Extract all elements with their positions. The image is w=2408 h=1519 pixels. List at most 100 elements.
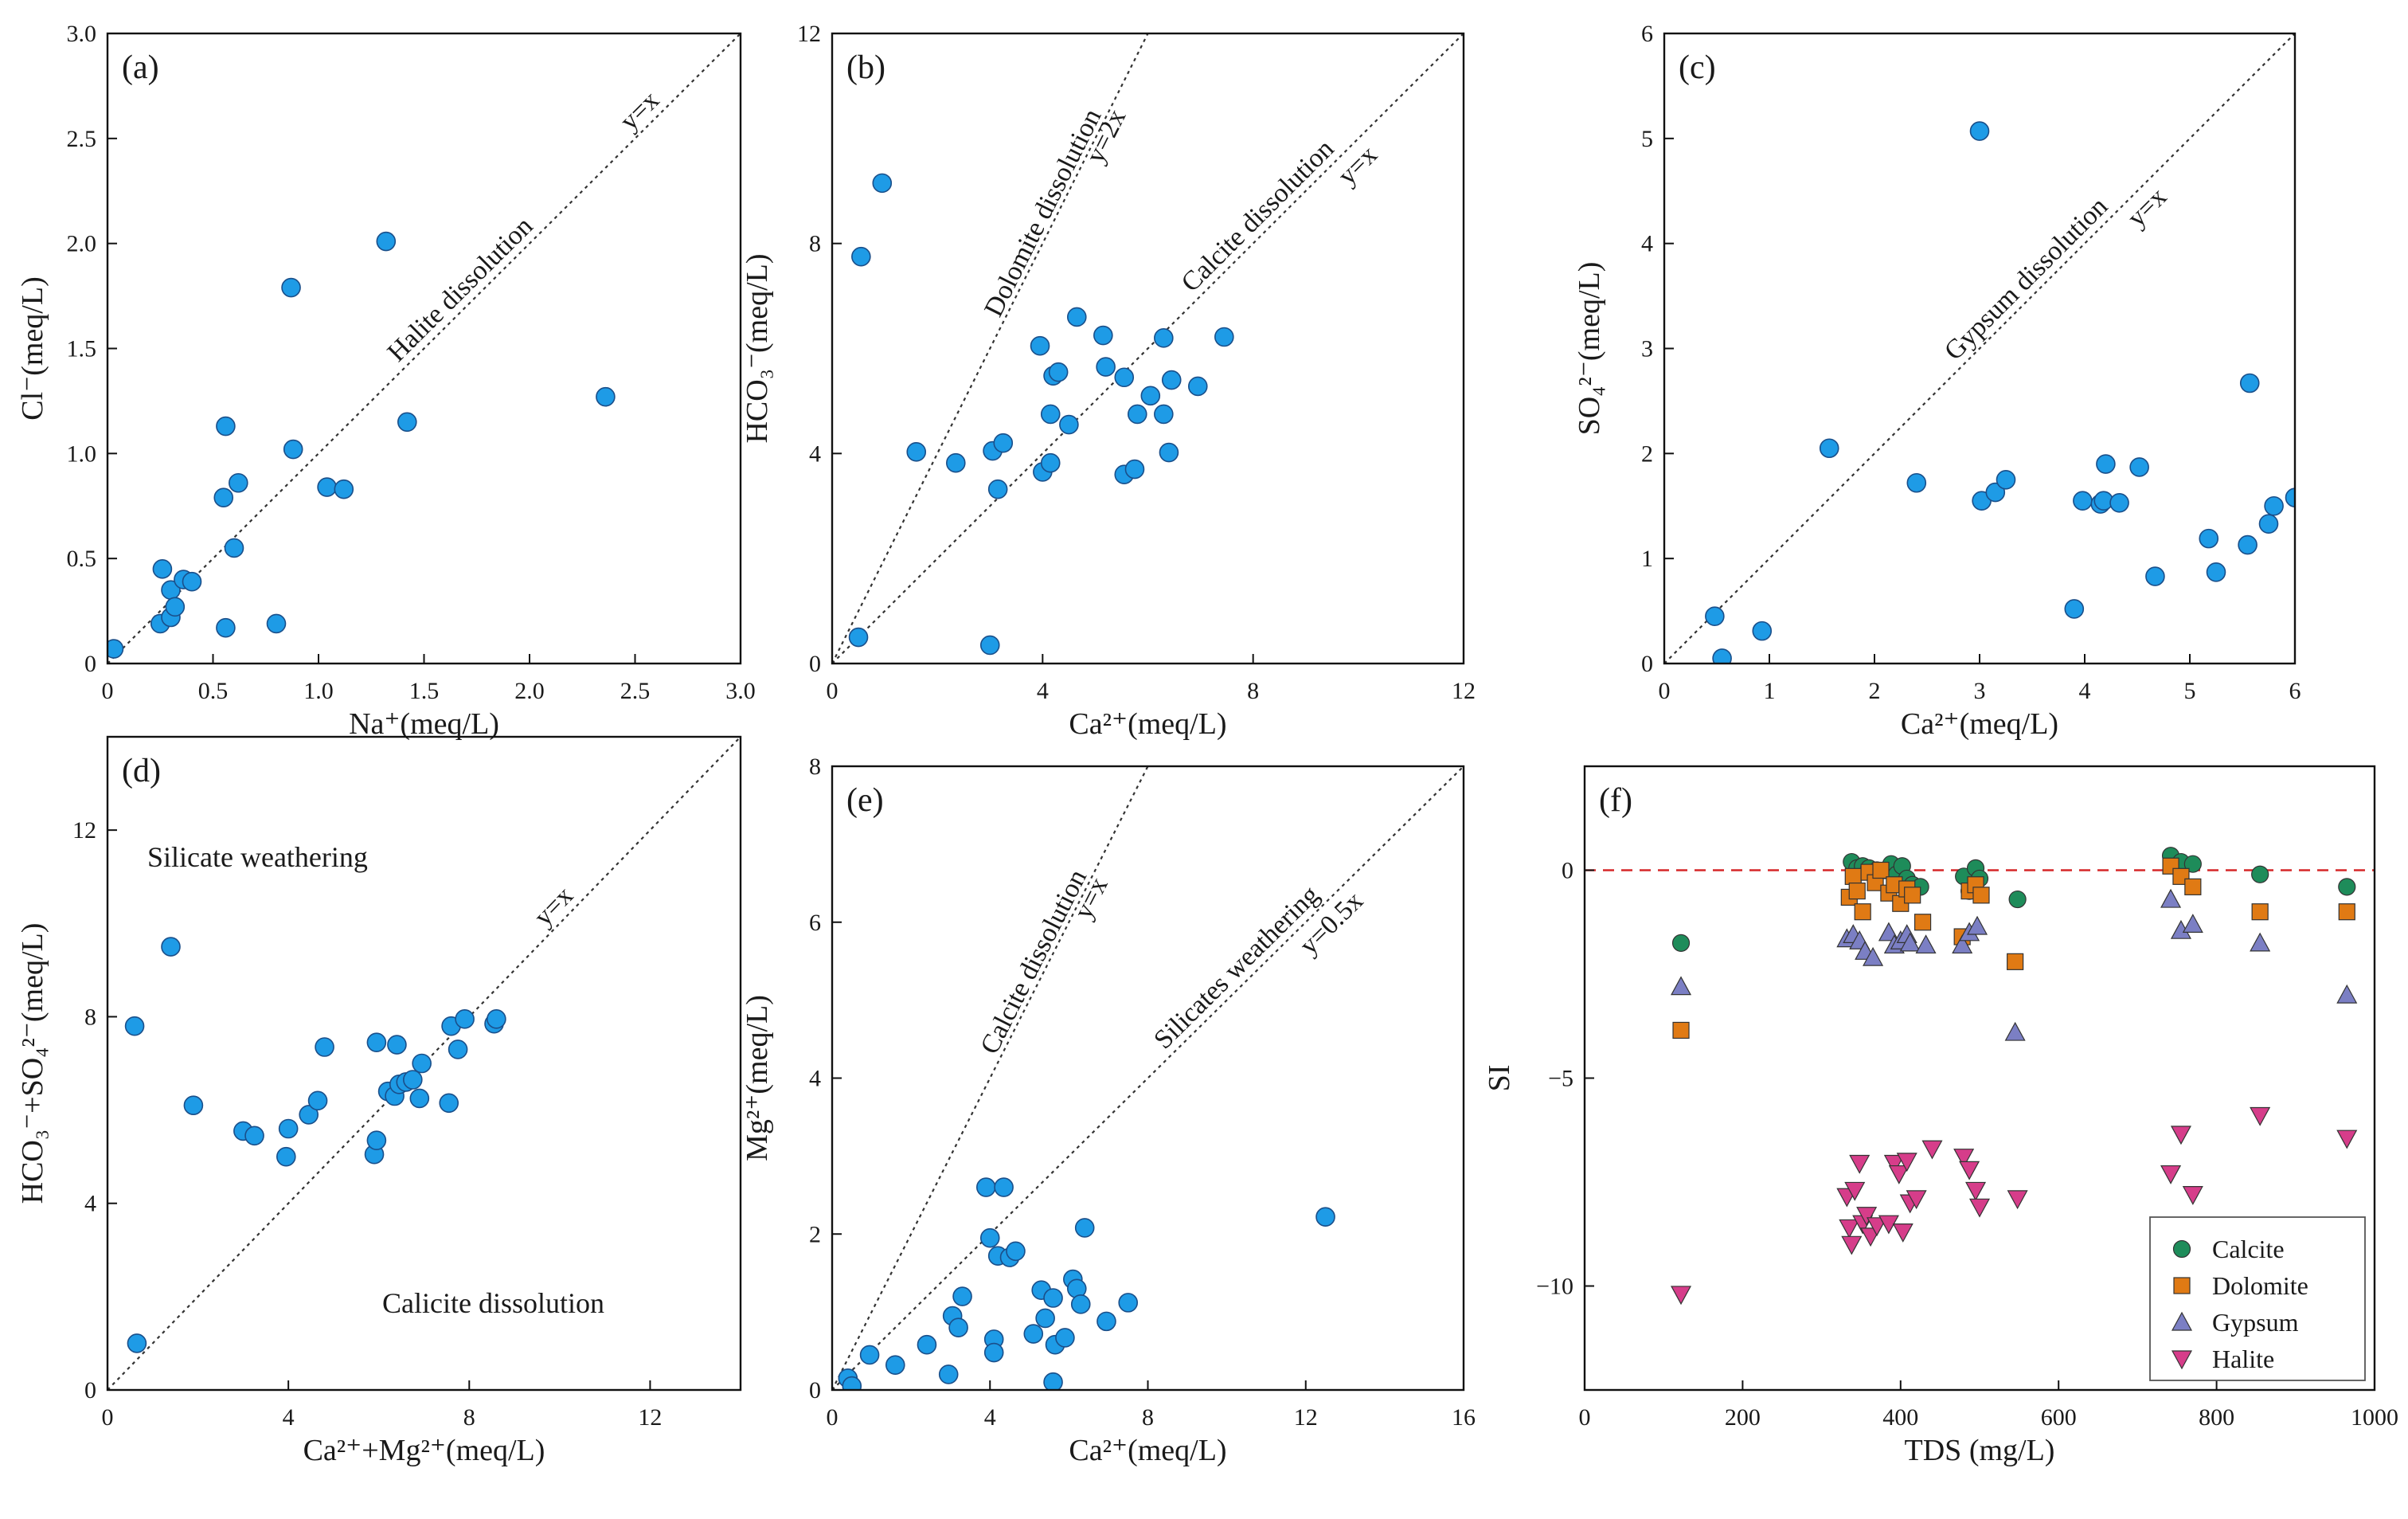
x-tick-label: 5 <box>2184 678 2196 704</box>
y-tick-label: 1 <box>1641 546 1653 572</box>
data-point <box>1140 386 1161 406</box>
halite-point <box>1965 1181 1987 1201</box>
data-point <box>1752 621 1773 641</box>
data-point <box>1114 367 1135 388</box>
x-tick-label: 1 <box>1764 678 1776 704</box>
legend-marker-halite <box>2171 1350 2193 1370</box>
data-point <box>127 1333 147 1353</box>
data-point <box>1819 438 1839 459</box>
y-tick-label: 8 <box>84 1004 96 1030</box>
ref-label-y-equals-x: y=x <box>2121 182 2172 233</box>
data-point <box>387 1035 407 1055</box>
y-tick-label: 4 <box>84 1191 96 1217</box>
data-point <box>1705 606 1725 626</box>
y-tick-label: 3 <box>1641 336 1653 362</box>
x-tick-label: 1.0 <box>303 678 334 704</box>
data-point <box>2145 566 2165 586</box>
x-tick-label: 0 <box>1659 678 1671 704</box>
legend-marker-dolomite <box>2173 1277 2191 1294</box>
halite-point <box>1896 1153 1917 1173</box>
halite-point <box>2170 1126 2191 1145</box>
data-point <box>228 472 248 493</box>
data-point <box>397 412 417 433</box>
calcite-point <box>2251 865 2269 883</box>
x-tick-label: 400 <box>1882 1404 1918 1431</box>
data-point <box>165 597 186 617</box>
x-axis-label: Ca²⁺(meq/L) <box>1069 707 1226 741</box>
data-point <box>161 937 181 957</box>
x-tick-label: 2.5 <box>620 678 651 704</box>
data-point <box>1124 459 1145 480</box>
data-point <box>213 487 234 508</box>
data-point <box>2096 454 2116 474</box>
gypsum-point <box>1967 915 1988 935</box>
halite-dissolution-annotation: Halite dissolution <box>382 211 539 367</box>
x-tick-label: 4 <box>1037 678 1049 704</box>
data-point <box>1074 1218 1095 1238</box>
x-tick-label: 4 <box>2079 678 2091 704</box>
halite-point <box>1883 1154 1905 1174</box>
y-tick-label: 8 <box>809 754 821 780</box>
data-point <box>2073 491 2093 511</box>
x-tick-label: 2 <box>1869 678 1881 704</box>
data-point <box>1096 1311 1116 1332</box>
data-point <box>859 1345 880 1365</box>
data-point <box>1154 328 1174 348</box>
data-point <box>1127 404 1147 425</box>
data-point <box>2064 599 2085 619</box>
gypsum-dissolution-annotation: Gypsum dissolution <box>1939 192 2113 366</box>
data-point <box>979 1227 1000 1248</box>
data-point <box>596 386 616 407</box>
halite-point <box>1888 1165 1910 1184</box>
gypsum-point <box>1899 932 1921 952</box>
silicates-weathering-annotation: Silicates weathering <box>1148 880 1325 1055</box>
x-tick-label: 200 <box>1725 1404 1761 1431</box>
gypsum-point <box>1863 946 1884 966</box>
data-point <box>2264 495 2284 516</box>
calcite-dissolution-annotation: Calcite dissolution <box>975 865 1093 1059</box>
x-tick-label: 800 <box>2199 1404 2234 1431</box>
gypsum-point <box>2004 1021 2026 1041</box>
y-tick-label: 0 <box>1562 858 1573 884</box>
data-point <box>278 1118 299 1139</box>
data-point <box>266 613 287 634</box>
dolomite-point <box>1848 882 1866 900</box>
y-tick-label: 6 <box>809 910 821 936</box>
reference-line-yx <box>108 737 741 1390</box>
data-point <box>952 1286 972 1306</box>
halite-point <box>1856 1207 1878 1227</box>
dolomite-point <box>2007 953 2024 970</box>
x-tick-label: 3.0 <box>725 678 756 704</box>
x-tick-label: 4 <box>984 1404 996 1431</box>
data-point <box>317 477 337 497</box>
y-tick-label: 5 <box>1641 126 1653 152</box>
plot-area <box>108 33 741 664</box>
y-axis-label: Mg²⁺(meq/L) <box>741 995 774 1161</box>
y-tick-label: 4 <box>809 1066 821 1092</box>
reference-line-yx <box>108 33 741 664</box>
y-axis-label: HCO₃⁻(meq/L) <box>741 253 774 443</box>
x-tick-label: 0.5 <box>198 678 229 704</box>
legend-label-calcite: Calcite <box>2212 1235 2285 1263</box>
y-tick-label: 2.5 <box>67 126 97 152</box>
data-point <box>1969 121 1990 141</box>
panel-label: (a) <box>122 49 159 86</box>
data-point <box>1043 1372 1063 1390</box>
data-point <box>283 439 303 460</box>
y-tick-label: 12 <box>72 817 96 844</box>
halite-point <box>1921 1140 1943 1160</box>
halite-point <box>2007 1190 2028 1210</box>
halite-point <box>1953 1149 1975 1168</box>
data-point <box>885 1355 905 1375</box>
legend-label-halite: Halite <box>2212 1345 2274 1373</box>
x-axis-label: Ca²⁺(meq/L) <box>1901 707 2058 741</box>
x-tick-label: 0 <box>102 678 114 704</box>
data-point <box>948 1317 968 1337</box>
data-point <box>455 1009 475 1029</box>
x-tick-label: 12 <box>638 1404 662 1431</box>
x-tick-label: 0 <box>102 1404 114 1431</box>
data-point <box>975 1177 996 1197</box>
halite-point <box>1839 1219 1860 1239</box>
